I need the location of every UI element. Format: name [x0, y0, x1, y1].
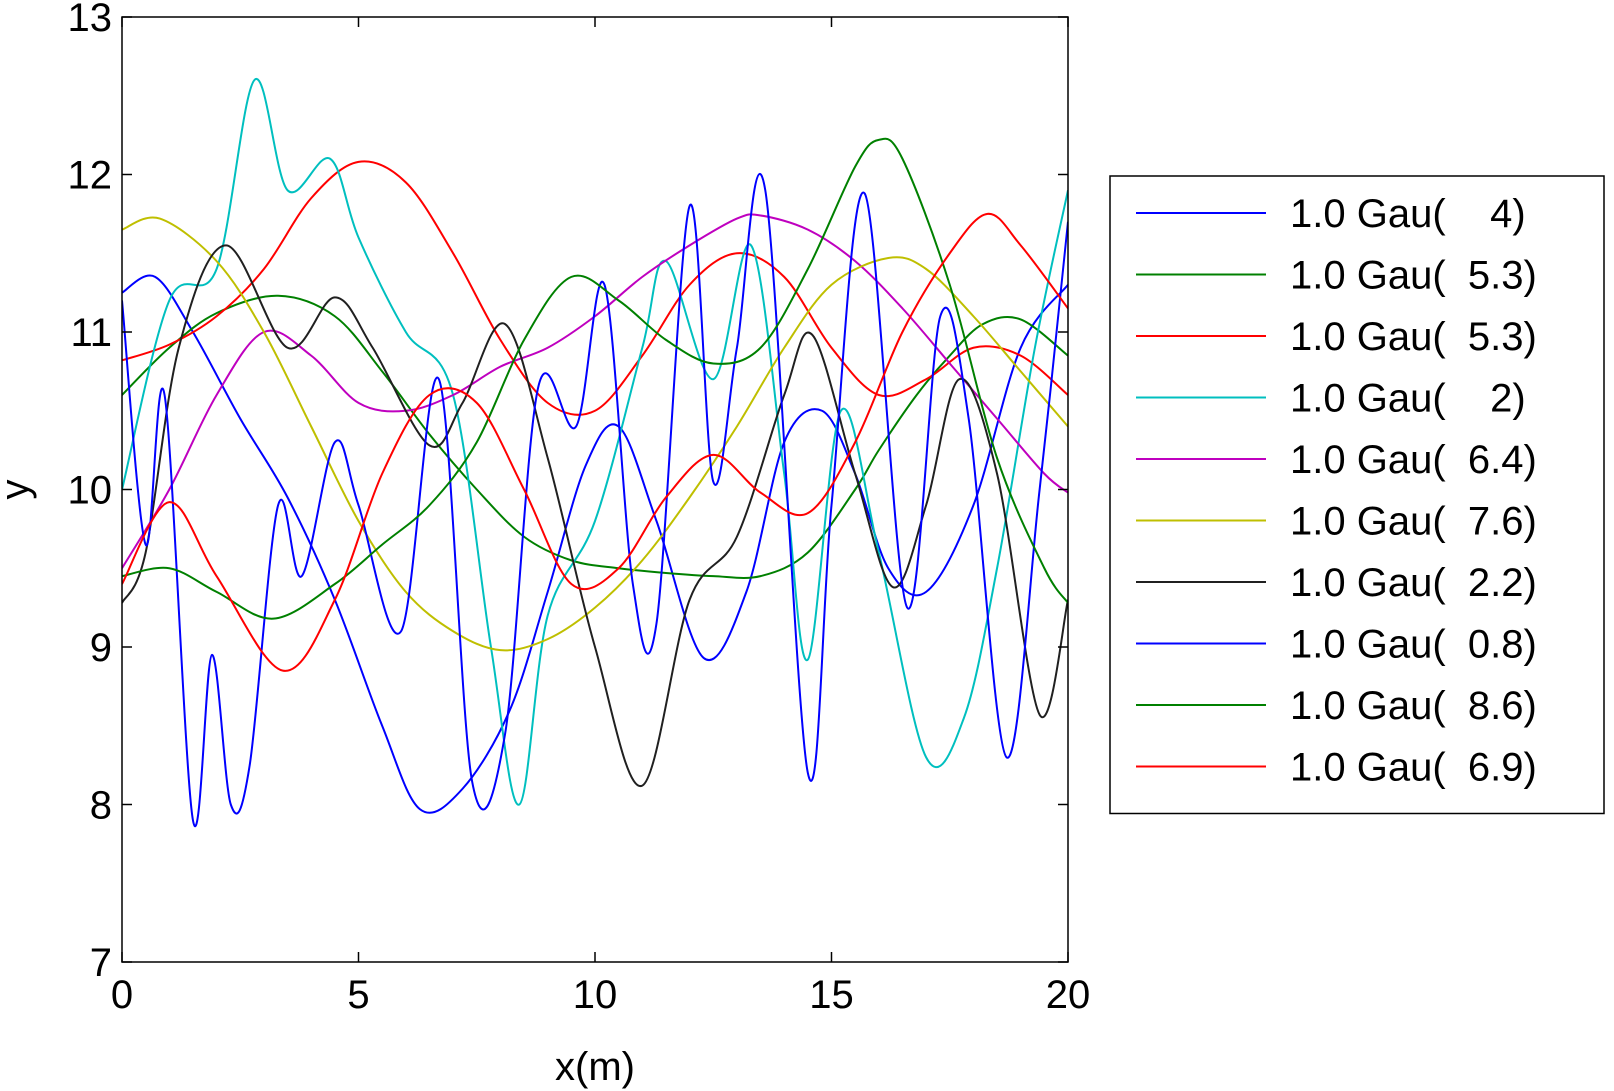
legend: 1.0 Gau( 4) 1.0 Gau( 5.3) 1.0 Gau( 5.3) 1.0… — [1109, 175, 1605, 815]
series-line-8 — [122, 172, 1068, 827]
legend-label: 1.0 Gau( 2) — [1290, 377, 1526, 421]
y-tick-label: 13 — [68, 0, 113, 40]
legend-box — [1109, 175, 1605, 815]
y-tick-label: 9 — [90, 626, 112, 670]
legend-label: 1.0 Gau( 5.3) — [1290, 254, 1537, 298]
series-line-7 — [122, 244, 1068, 787]
x-tick-label: 0 — [111, 973, 133, 1017]
y-tick-label: 10 — [68, 469, 113, 513]
series-line-1 — [122, 274, 1068, 814]
legend-label: 1.0 Gau( 4) — [1290, 192, 1526, 236]
series-line-4 — [122, 78, 1068, 806]
y-tick-label: 12 — [68, 154, 113, 198]
legend-label: 1.0 Gau( 7.6) — [1290, 500, 1537, 544]
series-layer — [122, 78, 1068, 827]
legend-label: 1.0 Gau( 5.3) — [1290, 315, 1537, 359]
ticks-layer: 0 5 10 15 20 7 8 9 10 11 12 13 — [68, 0, 1091, 1017]
series-line-9 — [122, 137, 1068, 620]
y-tick-label: 11 — [70, 311, 112, 355]
y-tick-label: 8 — [90, 784, 112, 828]
x-axis-label: x(m) — [555, 1045, 635, 1089]
series-line-3 — [122, 160, 1068, 416]
x-tick-label: 5 — [347, 973, 369, 1017]
y-tick-label: 7 — [90, 941, 112, 985]
legend-label: 1.0 Gau( 6.9) — [1290, 746, 1537, 790]
x-tick-label: 15 — [809, 973, 854, 1017]
legend-label: 1.0 Gau( 8.6) — [1290, 684, 1537, 728]
legend-label: 1.0 Gau( 6.4) — [1290, 438, 1537, 482]
legend-label: 1.0 Gau( 0.8) — [1290, 623, 1537, 667]
legend-label: 1.0 Gau( 2.2) — [1290, 561, 1537, 605]
series-line-10 — [122, 212, 1068, 672]
x-tick-label: 20 — [1046, 973, 1091, 1017]
y-axis-label: y — [0, 480, 37, 500]
x-tick-label: 10 — [573, 973, 618, 1017]
series-line-6 — [122, 216, 1068, 652]
